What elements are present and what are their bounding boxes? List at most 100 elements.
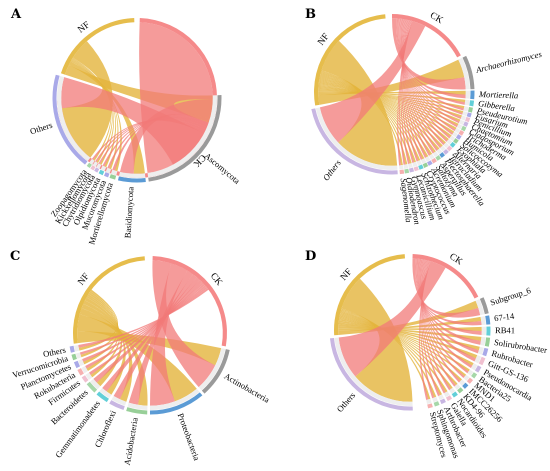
- taxon-arc-tetracladium: [442, 148, 449, 155]
- taxon-arc-mucoromycota: [103, 172, 110, 178]
- ribbon-ck-pseudonocardia: [420, 259, 473, 369]
- taxon-arc-acidobacteria: [126, 407, 148, 415]
- taxon-arc-cryptococcus: [422, 162, 429, 168]
- taxon-inner-acidobacteria: [127, 402, 148, 410]
- taxon-inner-zoopagomycota: [89, 158, 95, 165]
- taxon-inner-mortierella: [465, 90, 470, 99]
- taxon-arc-nocardioides: [451, 391, 458, 398]
- taxon-label-subgroup-6: Subgroup_6: [489, 285, 533, 308]
- taxon-arc-acremonium: [427, 160, 433, 166]
- chord-panel-c: C NF CKActinobacteriaProteobacteriaAcidob…: [10, 249, 271, 466]
- taxon-arc-gymnoascus: [408, 167, 415, 173]
- taxon-arc-olpidiomycota: [98, 169, 105, 176]
- ribbon-ck-subgroup-6: [412, 258, 481, 318]
- ribbon-ck-acidobacteria: [128, 270, 193, 405]
- ribbon-nf-rubrobacter: [338, 322, 480, 351]
- taxon-arc-actinobacteria: [201, 349, 230, 394]
- ribbon-ck-sagenomella: [397, 20, 413, 166]
- taxon-inner-saitozyma: [428, 153, 435, 160]
- taxon-arc-verrucomicrobia: [71, 353, 77, 361]
- taxon-inner-gemmatimonadetes: [99, 387, 112, 399]
- taxon-inner-chytridiomycota: [96, 163, 102, 169]
- taxon-inner-actinobacteria: [198, 348, 226, 391]
- taxon-inner-lecanicillium: [412, 161, 418, 167]
- taxon-arc-schizothecium: [418, 164, 424, 170]
- ribbon-ck-others: [61, 77, 204, 165]
- taxon-arc-kd4-96: [457, 387, 464, 394]
- taxon-arc-streptomyces: [427, 403, 433, 409]
- ribbon-ck-mucoromycota: [107, 115, 209, 169]
- taxon-inner-sphingomonas: [432, 396, 438, 403]
- taxon-inner-rubrobacter: [477, 346, 484, 355]
- taxon-arc-ascomycota: [148, 95, 222, 182]
- ribbon-nf-chloroflexi: [81, 303, 133, 402]
- taxon-arc-bacteria25: [471, 372, 478, 379]
- ribbon-nf-acidobacteria: [79, 308, 148, 406]
- taxon-arc-others: [52, 74, 88, 165]
- ribbon-ck-gymnoascus: [400, 20, 412, 165]
- ribbon-nf-rokubacteria: [86, 294, 120, 372]
- ribbon-ck-aspergillus: [402, 19, 435, 154]
- ribbon-ck-trichoderma: [400, 18, 456, 132]
- taxon-inner-arthrobacter: [438, 394, 444, 400]
- taxon-arc-solicoccozyma: [453, 138, 459, 144]
- ribbon-ck-bacteria25: [420, 259, 469, 374]
- taxon-arc-solirubrobacter: [484, 337, 491, 347]
- ribbon-nf-actinobacteria: [77, 330, 222, 366]
- ribbon-ck-firmicutes: [88, 282, 204, 376]
- taxon-arc-alternaria: [446, 145, 453, 152]
- taxon-arc-pseudeurotium: [467, 106, 473, 113]
- panel-letter-a: A: [10, 7, 22, 22]
- ribbon-ck-tetracladium: [402, 19, 442, 149]
- taxon-inner-chloroflexi: [111, 396, 127, 406]
- taxon-arc-pseudonocardia: [474, 365, 482, 373]
- taxon-label-actinobacteria: Actinobacteria: [222, 371, 271, 405]
- taxon-inner-imcc26256: [458, 379, 466, 386]
- taxon-inner-nocardioides: [449, 387, 456, 394]
- ribbon-ck-sphingomonas: [420, 260, 435, 399]
- taxon-inner-archaeorhizomyces: [458, 57, 470, 90]
- taxon-arc-saitozyma: [431, 157, 437, 164]
- ribbons: [338, 258, 482, 402]
- taxon-label-others: Others: [29, 120, 55, 137]
- ribbon-ck-mnd1: [421, 259, 465, 379]
- taxon-arc-oidiodendron: [404, 168, 410, 174]
- taxon-inner-mucoromycota: [105, 167, 112, 174]
- taxon-inner-plectosphaerella: [436, 148, 443, 155]
- taxon-inner-chaetomium: [458, 119, 465, 125]
- group-label-nf: NF: [339, 267, 355, 283]
- taxon-label-archaeorhizomyces: Archaeorhizomyces: [474, 49, 543, 75]
- taxon-label-proteobacteria: Proteobacteria: [176, 412, 202, 462]
- ribbon-ck-kd4-96: [421, 259, 456, 387]
- taxon-inner-planctomycetes: [78, 359, 85, 367]
- ribbon-ck-acremonium: [402, 19, 427, 159]
- ribbon-nf-firmicutes: [86, 295, 120, 378]
- taxon-inner-mnd1: [463, 374, 470, 381]
- ribbon-nf-bacteroidetes: [84, 297, 123, 387]
- taxon-inner-gaiella: [443, 391, 450, 398]
- taxon-arc-fusarium: [466, 112, 472, 118]
- ribbon-ck-rokubacteria: [85, 283, 205, 369]
- ribbon-nf-67-14: [338, 316, 482, 331]
- taxon-inner-gitt-gs-136: [474, 355, 482, 364]
- taxon-inner-ascomycota: [147, 95, 217, 178]
- ribbon-nf-others: [61, 41, 113, 158]
- taxon-inner-others: [334, 337, 413, 406]
- taxon-label-others: Others: [321, 157, 343, 182]
- ribbon-nf-gibberella: [318, 91, 466, 103]
- ribbon-ck-olpidiomycota: [102, 117, 208, 167]
- ribbon-ck-humicola: [400, 18, 454, 135]
- group-arc-nf: [334, 254, 405, 336]
- taxon-arc-chytridiomycota: [94, 167, 100, 173]
- taxon-inner-acremonium: [424, 156, 431, 162]
- ribbons: [61, 22, 213, 174]
- taxon-inner-firmicutes: [85, 372, 93, 380]
- taxon-inner-verrucomicrobia: [75, 352, 82, 359]
- taxon-arc-others: [311, 108, 398, 175]
- chord-panel-a: A NFCKAscomycotaBasidiomycotaMortierello…: [10, 7, 242, 246]
- ribbon-ck-solicoccozyma: [401, 19, 451, 139]
- taxon-inner-rokubacteria: [81, 366, 88, 374]
- group-arc-ck: [392, 13, 461, 58]
- ribbon-nf-others: [341, 278, 413, 402]
